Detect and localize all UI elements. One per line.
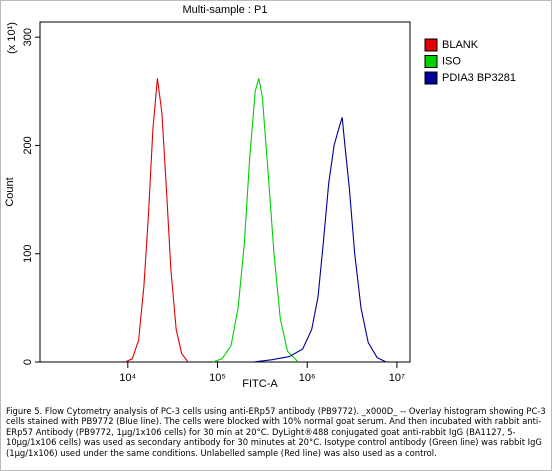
legend-swatch [424, 38, 438, 52]
series-line [212, 78, 299, 363]
series-line [124, 78, 189, 363]
x-tick-label: 10⁵ [209, 372, 226, 384]
y-tick-label: 0 [22, 359, 34, 365]
y-tick-label: 100 [22, 245, 34, 263]
chart-title: Multi-sample : P1 [183, 4, 268, 16]
plot-frame [39, 21, 411, 363]
y-multiplier: (x 10¹) [6, 22, 18, 54]
legend-swatch [424, 55, 438, 68]
series-line [253, 117, 387, 363]
x-axis-label: FITC-A [242, 378, 278, 390]
chart: Multi-sample : P1 FITC-A Count (x 10¹) 0… [4, 4, 516, 390]
y-tick-label: 200 [22, 136, 34, 154]
legend-label: ISO [442, 55, 461, 67]
y-tick-label: 300 [22, 28, 34, 46]
x-tick-label: 10⁴ [119, 372, 136, 384]
legend-label: BLANK [442, 39, 479, 51]
legend-label: PDIA3 BP3281 [442, 72, 516, 84]
x-tick-label: 10⁷ [389, 372, 405, 384]
y-axis-label: Count [4, 177, 16, 206]
x-tick-label: 10⁶ [299, 372, 316, 384]
legend-swatch [424, 71, 438, 85]
caption: Figure 5. Flow Cytometry analysis of PC-… [6, 406, 546, 458]
